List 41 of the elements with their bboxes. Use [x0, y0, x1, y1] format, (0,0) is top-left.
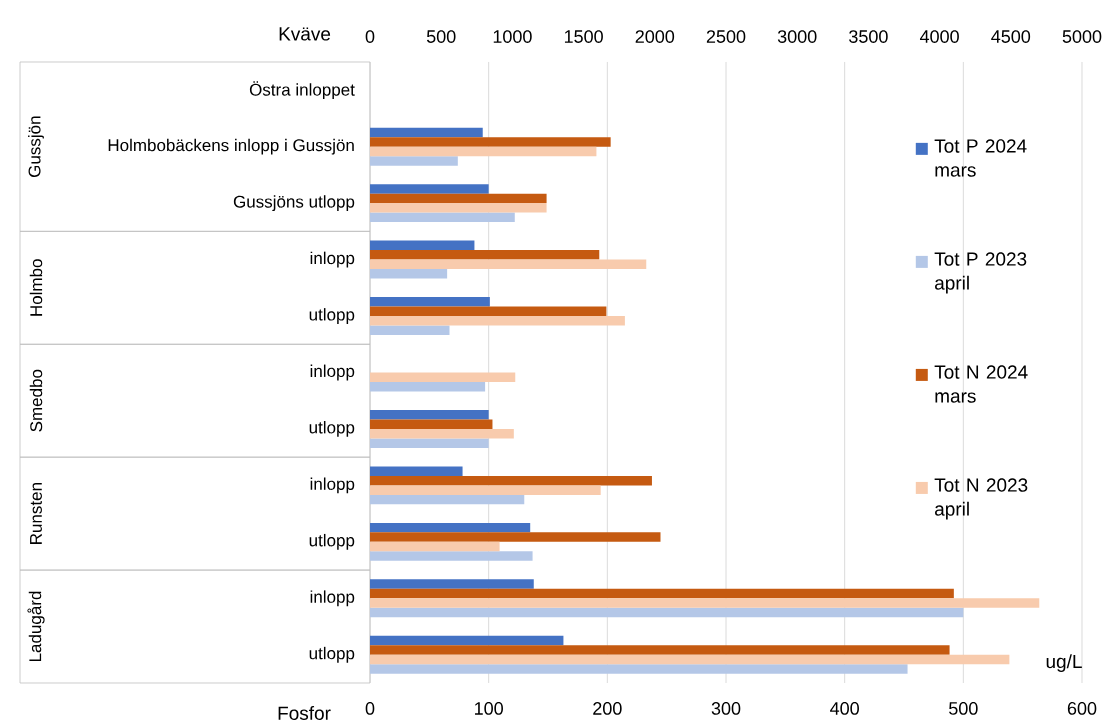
x-tick-label: 300 [711, 702, 741, 715]
y-tick-label: utlopp [309, 308, 355, 324]
x-tick-label: 500 [949, 702, 978, 715]
y-tick-label: inlopp [310, 477, 355, 494]
y-tick-label: Gussjöns utlopp [233, 195, 355, 212]
x2-tick-label: 1000 [493, 30, 532, 43]
x-tick-label: 200 [593, 702, 622, 715]
text: Gussjön [28, 116, 44, 178]
legend-label: Tot P 2023 april [934, 252, 1027, 294]
x-tick-label: 600 [1067, 702, 1097, 715]
x2-tick-label: 3500 [849, 30, 888, 43]
x2-tick-label: 2000 [635, 30, 675, 43]
annotation: ug/L [1046, 654, 1082, 672]
legend-label: Tot N 2023 april [934, 478, 1028, 520]
y-tick-label: inlopp [310, 590, 355, 607]
x2-tick-label: 0 [365, 30, 375, 43]
text: Holmbo [29, 259, 43, 316]
y-tick-label: Holmbobäckens inlopp i Gussjön [108, 138, 354, 155]
legend-label: Tot N 2024 mars [934, 365, 1028, 403]
x2-axis-title: Kväve [279, 27, 331, 41]
x2-tick-label: 4000 [919, 30, 959, 43]
x-tick-label: 0 [365, 702, 375, 715]
y-tick-label: utlopp [309, 421, 355, 437]
x-axis-title: Fosfor [278, 706, 331, 720]
text: Smedbo [29, 369, 43, 432]
x2-tick-label: 2500 [706, 30, 746, 43]
x-tick-label: 400 [830, 702, 859, 715]
y-tick-label: Östra inloppet [249, 81, 355, 100]
x2-tick-label: 4500 [991, 30, 1031, 43]
x2-tick-label: 500 [426, 30, 456, 43]
legend-label: Tot P 2024 mars [934, 139, 1027, 177]
y-tick-label: utlopp [309, 646, 355, 663]
x-tick-label: 100 [475, 702, 503, 715]
x2-tick-label: 5000 [1062, 30, 1102, 43]
text: Ladugård [27, 591, 45, 662]
text: Runsten [30, 483, 42, 544]
x2-tick-label: 1500 [564, 30, 603, 43]
x2-tick-label: 3000 [777, 30, 817, 43]
y-tick-label: utlopp [309, 533, 355, 550]
y-tick-label: inlopp [310, 364, 355, 381]
y-tick-label: inlopp [310, 251, 355, 268]
